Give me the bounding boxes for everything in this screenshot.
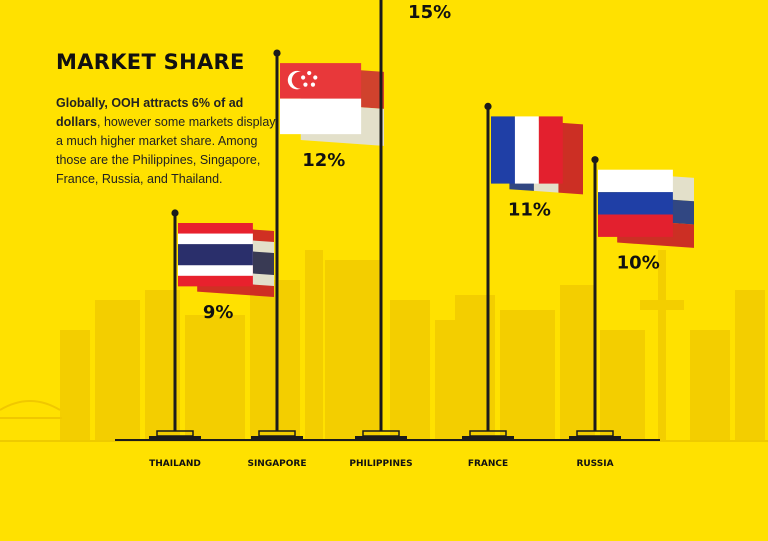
pole-base <box>355 436 407 441</box>
pole-base-cap <box>469 430 507 437</box>
value-label: 10% <box>617 253 660 274</box>
pole-base <box>149 436 201 441</box>
pole-base-cap <box>156 430 194 437</box>
pole-base <box>251 436 303 441</box>
value-label: 11% <box>508 199 551 220</box>
category-label: PHILIPPINES <box>349 459 412 469</box>
russia-flag-icon <box>598 169 695 248</box>
pole-finial <box>484 102 492 110</box>
value-label: 12% <box>302 150 345 171</box>
pole-base-cap <box>258 430 296 437</box>
pole-base-cap <box>576 430 614 437</box>
singapore-flag-icon <box>280 63 384 146</box>
description-text: , however some markets display a much hi… <box>56 115 276 186</box>
category-label: THAILAND <box>149 459 201 469</box>
value-label: 15% <box>408 2 451 23</box>
category-label: RUSSIA <box>576 459 613 469</box>
pole-base <box>462 436 514 441</box>
value-label: 9% <box>203 302 234 323</box>
category-label: FRANCE <box>468 459 508 469</box>
pole-base-cap <box>362 430 400 437</box>
category-label: SINGAPORE <box>247 459 306 469</box>
pole-finial <box>171 209 179 217</box>
france-flag-icon <box>491 116 583 195</box>
chart-title: MARKET SHARE <box>56 50 245 74</box>
thailand-flag-icon <box>178 223 275 298</box>
description-highlight: Globally, OOH attracts 6% of ad dollars <box>56 96 244 129</box>
pole-base <box>569 436 621 441</box>
pole-finial <box>591 156 599 164</box>
chart-description: Globally, OOH attracts 6% of ad dollars,… <box>56 94 284 189</box>
pole-finial <box>273 49 281 57</box>
